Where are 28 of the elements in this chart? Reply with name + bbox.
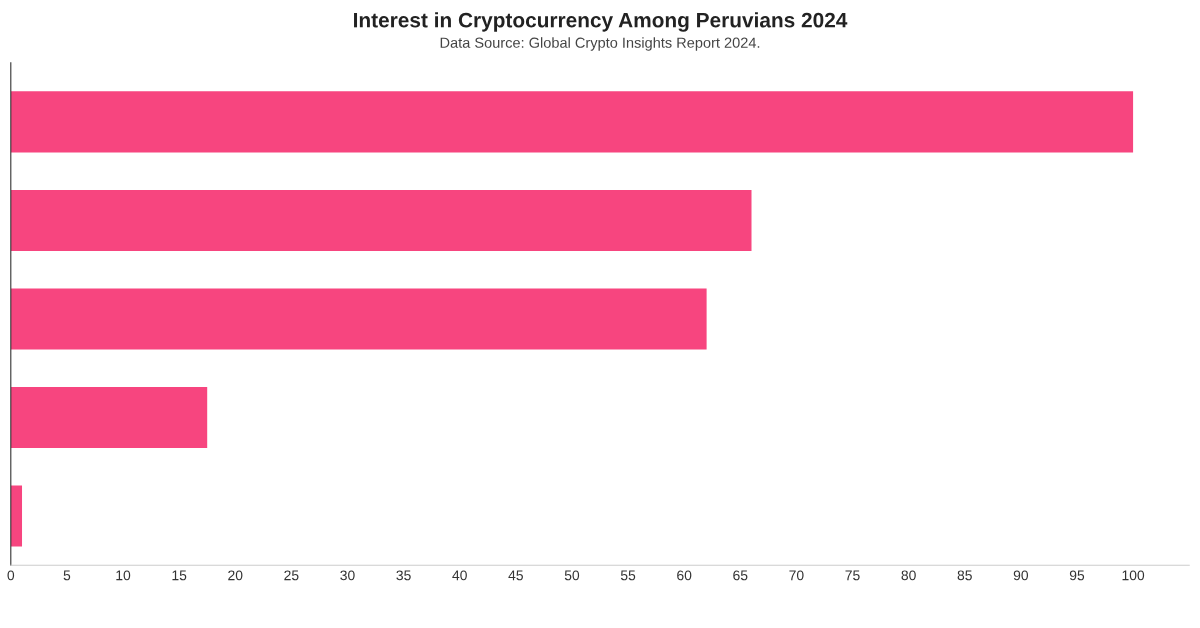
x-tick-label: 100: [1122, 570, 1145, 581]
x-tick-label: 90: [1013, 570, 1029, 581]
x-tick-label: 10: [116, 570, 131, 581]
x-tick-label: 20: [228, 570, 243, 581]
x-tick-label: 95: [1069, 570, 1085, 581]
x-tick-label: 40: [452, 570, 467, 581]
x-tick-label: 35: [396, 570, 411, 581]
x-tick-label: 85: [957, 570, 972, 581]
x-tick-label: 25: [284, 570, 299, 581]
x-tick-label: 60: [677, 570, 692, 581]
x-tick-label: 80: [901, 570, 916, 581]
x-tick-label: 45: [508, 570, 523, 581]
x-tick-label: 50: [564, 570, 580, 581]
x-tick-label: 30: [340, 570, 355, 581]
x-tick-label: 55: [620, 570, 636, 581]
bar: [10, 91, 1134, 153]
source-note: Data Source: Global Crypto Insights Report 2024.: [440, 37, 760, 51]
bar: [10, 485, 23, 547]
x-tick-label: 5: [63, 570, 71, 581]
x-tick-label: 15: [172, 570, 187, 581]
x-tick-label: 65: [733, 570, 748, 581]
bar: [10, 288, 707, 350]
bar: [10, 386, 208, 448]
chart-title: Interest in Cryptocurrency Among Peruvians 2024: [354, 12, 848, 32]
x-tick-label: 70: [789, 570, 804, 581]
x-tick-label: 75: [845, 570, 860, 581]
bar: [10, 189, 752, 251]
x-tick-label: 0: [7, 570, 15, 581]
